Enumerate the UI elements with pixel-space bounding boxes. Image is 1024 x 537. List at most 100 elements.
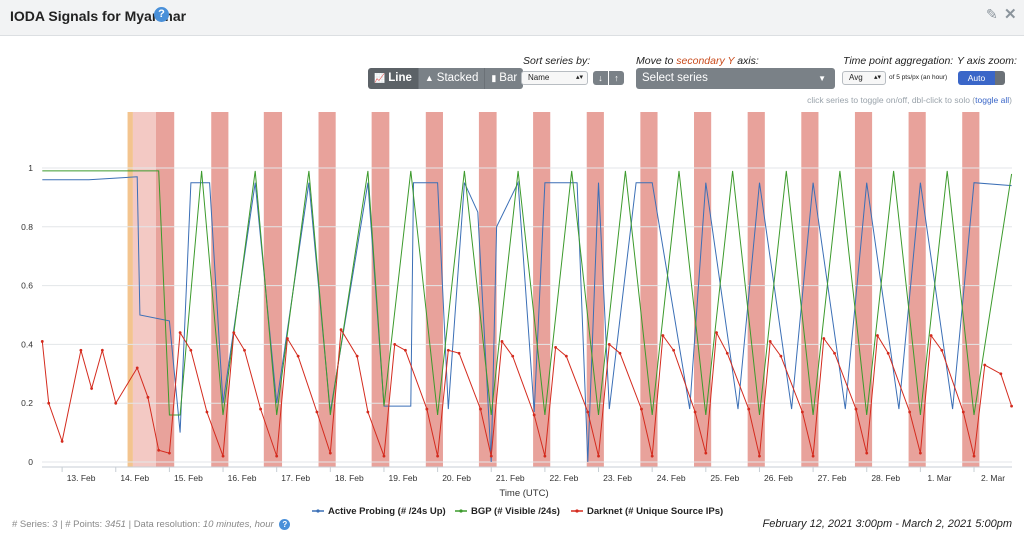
bar-button[interactable]: ▮ Bar	[485, 68, 524, 89]
darknet-point	[339, 328, 343, 332]
secondary-axis-label-suffix: axis:	[734, 55, 759, 67]
outage-band	[962, 112, 980, 467]
darknet-point	[328, 451, 332, 455]
legend-marker	[459, 509, 463, 513]
line-button[interactable]: 📈 Line	[368, 68, 419, 89]
darknet-point	[543, 454, 547, 458]
area-chart-icon: ▲	[424, 73, 434, 83]
resolution-label: Data resolution:	[133, 519, 201, 531]
aggregation-label: Time point aggregation:	[843, 55, 954, 67]
legend-item[interactable]: BGP (# Visible /24s)	[471, 506, 560, 517]
darknet-point	[597, 454, 600, 458]
darknet-point	[618, 351, 622, 355]
outage-band	[371, 112, 390, 467]
x-tick-label: 2. Mar	[981, 473, 1005, 483]
y-tick-label: 0.6	[21, 281, 33, 291]
x-tick-label: 1. Mar	[927, 473, 951, 483]
darknet-point	[315, 410, 319, 414]
darknet-point	[640, 407, 643, 411]
outage-band	[801, 112, 819, 467]
legend-item[interactable]: Active Probing (# /24s Up)	[328, 506, 446, 517]
x-tick-label: 18. Feb	[335, 473, 364, 483]
updown-icon: ▴▾	[873, 74, 881, 81]
x-tick-label: 13. Feb	[67, 473, 96, 483]
x-tick-label: 22. Feb	[549, 473, 578, 483]
chart-type-toggle: 📈 Line ▲ Stacked ▮ Bar	[368, 68, 524, 89]
edit-icon[interactable]: ✎	[986, 6, 998, 22]
darknet-point	[961, 410, 965, 414]
darknet-point	[554, 345, 558, 349]
darknet-point	[704, 451, 708, 455]
bgp-line[interactable]	[42, 170, 1013, 416]
line-chart-icon: 📈	[374, 73, 386, 83]
darknet-point	[135, 366, 139, 370]
darknet-point	[425, 407, 429, 411]
darknet-point	[650, 454, 654, 458]
resolution-value: 10 minutes, hour	[202, 519, 274, 531]
darknet-point	[586, 410, 590, 414]
y-tick-label: 0.4	[21, 339, 33, 349]
darknet-point	[286, 337, 289, 340]
x-tick-label: 23. Feb	[603, 473, 632, 483]
darknet-point	[886, 351, 890, 355]
darknet-point	[918, 451, 922, 455]
help-icon[interactable]: ?	[154, 7, 169, 22]
secondary-axis-label: Move to secondary Y axis:	[636, 55, 759, 67]
darknet-point	[205, 410, 209, 414]
series-lines[interactable]	[40, 170, 1013, 463]
darknet-point	[532, 413, 536, 417]
x-tick-label: 27. Feb	[818, 473, 847, 483]
y-zoom-toggle-knob	[995, 71, 1005, 85]
x-tick-label: 14. Feb	[120, 473, 149, 483]
darknet-point	[40, 340, 44, 343]
legend[interactable]: Active Probing (# /24s Up) BGP (# Visible…	[312, 506, 723, 517]
stats-separator: |	[60, 519, 66, 531]
y-tick-label: 0.8	[21, 222, 33, 232]
secondary-series-select[interactable]: Select series ▼	[636, 68, 835, 89]
y-tick-label: 1	[28, 163, 33, 173]
darknet-point	[607, 343, 611, 346]
sort-descending-button[interactable]: ↓	[593, 71, 608, 85]
bar-button-label: Bar	[499, 72, 518, 84]
outage-band	[747, 112, 765, 467]
series-count: 3	[52, 519, 58, 531]
panel-header: IODA Signals for Myanmar ? ✎ ✕	[0, 0, 1024, 36]
darknet-point	[436, 454, 440, 458]
darknet-point	[672, 348, 676, 352]
active-probing-line[interactable]	[42, 176, 1012, 463]
darknet-line[interactable]	[41, 328, 1013, 457]
darknet-point	[157, 448, 161, 452]
darknet-point	[715, 331, 718, 335]
darknet-point	[511, 354, 515, 358]
x-tick-label: 28. Feb	[871, 473, 900, 483]
aggregation-select-value: Avg	[849, 73, 863, 82]
outage-band	[694, 112, 712, 467]
bar-chart-icon: ▮	[491, 73, 497, 83]
darknet-point	[355, 354, 359, 358]
darknet-point	[779, 354, 783, 358]
stacked-button[interactable]: ▲ Stacked	[418, 68, 486, 89]
aggregation-note: of 5 pts/px (an hour)	[889, 74, 948, 81]
darknet-point	[999, 372, 1003, 376]
legend-item[interactable]: Darknet (# Unique Source IPs)	[587, 506, 723, 517]
help-icon[interactable]: ?	[279, 519, 291, 530]
axis-ticks: 0 0.2 0.4 0.6 0.8 1 13. Feb 14. Feb 15. Feb 16. F…	[21, 163, 1005, 483]
y-tick-label: 0	[28, 457, 33, 467]
darknet-point	[725, 351, 729, 355]
close-icon[interactable]: ✕	[1004, 6, 1017, 23]
darknet-point	[747, 407, 751, 411]
darknet-point	[822, 337, 826, 340]
sort-select[interactable]: Name ▴▾	[521, 71, 588, 85]
darknet-point	[232, 331, 236, 335]
y-zoom-toggle[interactable]: Auto	[958, 71, 1005, 85]
outage-band	[211, 112, 229, 467]
sort-ascending-button[interactable]: ↑	[609, 71, 624, 85]
x-tick-label: 26. Feb	[764, 473, 793, 483]
x-tick-label: 25. Feb	[710, 473, 739, 483]
x-tick-label: 20. Feb	[442, 473, 471, 483]
darknet-point	[876, 334, 879, 337]
aggregation-select[interactable]: Avg ▴▾	[842, 71, 886, 85]
darknet-point	[146, 395, 150, 399]
toggle-all-link[interactable]: toggle all	[975, 95, 1010, 105]
